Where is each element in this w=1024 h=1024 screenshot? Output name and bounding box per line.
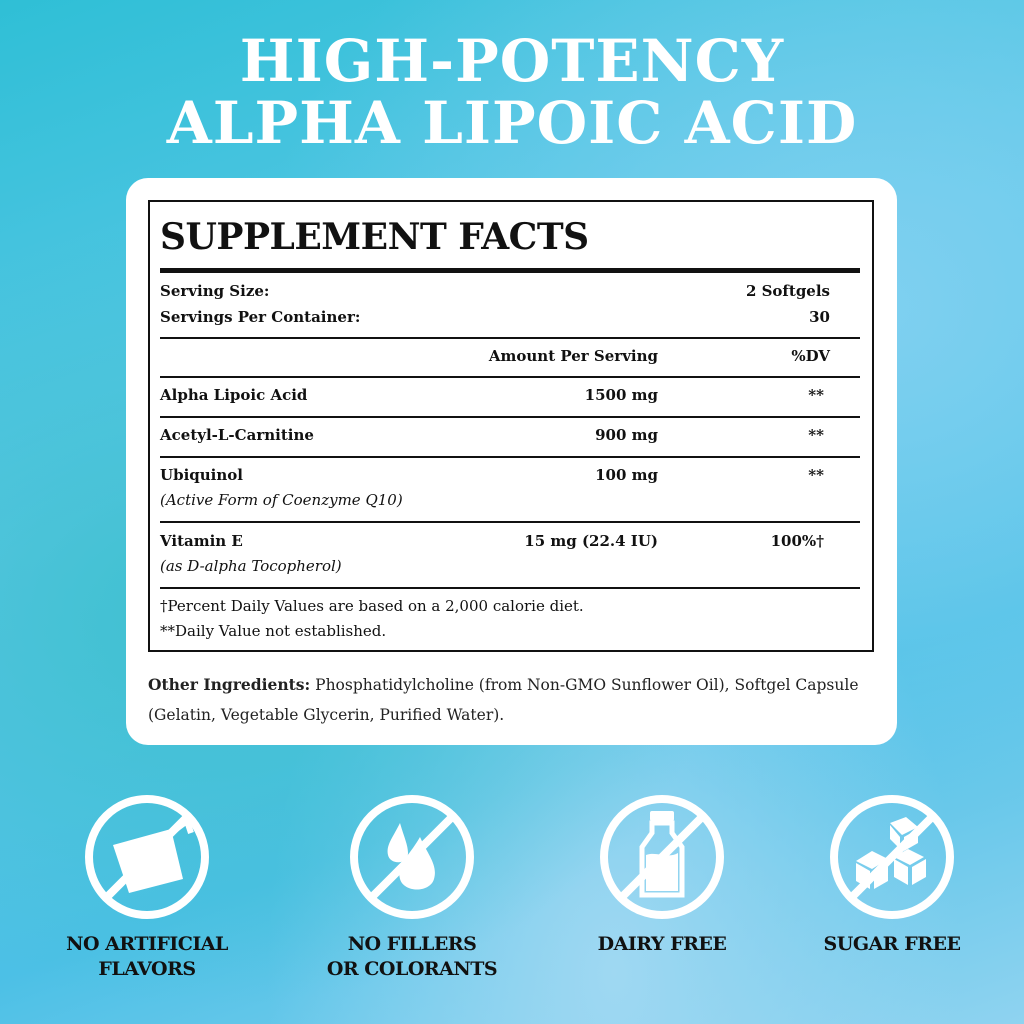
divider (160, 587, 860, 589)
row-amount: 900 mg (595, 426, 658, 444)
droplets-icon (350, 795, 474, 919)
badge-label-dairy-free: DAIRY FREE (542, 932, 782, 957)
row-dv: ** (808, 466, 824, 484)
supplement-facts-card: SUPPLEMENT FACTS Serving Size: 2 Softgel… (126, 178, 897, 745)
col-amount-header: Amount Per Serving (488, 347, 658, 365)
divider (160, 268, 860, 273)
row-name: Acetyl-L-Carnitine (160, 426, 314, 444)
divider (160, 376, 860, 378)
row-sub: (Active Form of Coenzyme Q10) (160, 491, 403, 509)
badge-label-sugar-free: SUGAR FREE (772, 932, 1012, 957)
col-dv-header: %DV (791, 347, 830, 365)
row-sub: (as D-alpha Tocopherol) (160, 557, 342, 575)
row-amount: 1500 mg (584, 386, 658, 404)
servings-label: Servings Per Container: (160, 308, 361, 326)
row-amount: 100 mg (595, 466, 658, 484)
badge-line: DAIRY FREE (597, 933, 727, 955)
divider (160, 337, 860, 339)
badge-line: OR COLORANTS (326, 958, 498, 980)
other-ingredients-label: Other Ingredients: (148, 675, 311, 694)
other-ingredients-text: Phosphatidylcholine (from Non-GMO Sunflo… (148, 676, 859, 724)
row-name: Ubiquinol (160, 466, 243, 484)
row-dv: ** (808, 426, 824, 444)
divider (160, 456, 860, 458)
footnote-dv: †Percent Daily Values are based on a 2,0… (160, 597, 584, 615)
servings-value: 30 (809, 308, 830, 326)
row-amount: 15 mg (22.4 IU) (524, 532, 658, 550)
headline-line-2: ALPHA LIPOIC ACID (166, 89, 858, 157)
other-ingredients: Other Ingredients: Phosphatidylcholine (… (148, 670, 888, 730)
row-dv: 100%† (770, 532, 824, 550)
badge-line: NO FILLERS (347, 933, 477, 955)
milk-bottle-icon (600, 795, 724, 919)
headline-line-1: HIGH-POTENCY (239, 27, 785, 95)
divider (160, 416, 860, 418)
footnote-not-established: **Daily Value not established. (160, 622, 387, 640)
badge-line: FLAVORS (98, 958, 196, 980)
sugar-cubes-icon (830, 795, 954, 919)
badge-line: NO ARTIFICIAL (66, 933, 228, 955)
divider (160, 521, 860, 523)
badge-label-no-fillers: NO FILLERS OR COLORANTS (292, 932, 532, 982)
row-name: Vitamin E (160, 532, 243, 550)
badge-label-no-artificial-flavors: NO ARTIFICIAL FLAVORS (27, 932, 267, 982)
measuring-cup-icon (85, 795, 209, 919)
serving-size-value: 2 Softgels (745, 282, 830, 300)
serving-size-label: Serving Size: (160, 282, 270, 300)
row-dv: ** (808, 386, 824, 404)
row-name: Alpha Lipoic Acid (160, 386, 308, 404)
facts-title: SUPPLEMENT FACTS (160, 216, 589, 258)
supplement-facts-panel: SUPPLEMENT FACTS Serving Size: 2 Softgel… (148, 200, 874, 652)
badge-line: SUGAR FREE (823, 933, 961, 955)
